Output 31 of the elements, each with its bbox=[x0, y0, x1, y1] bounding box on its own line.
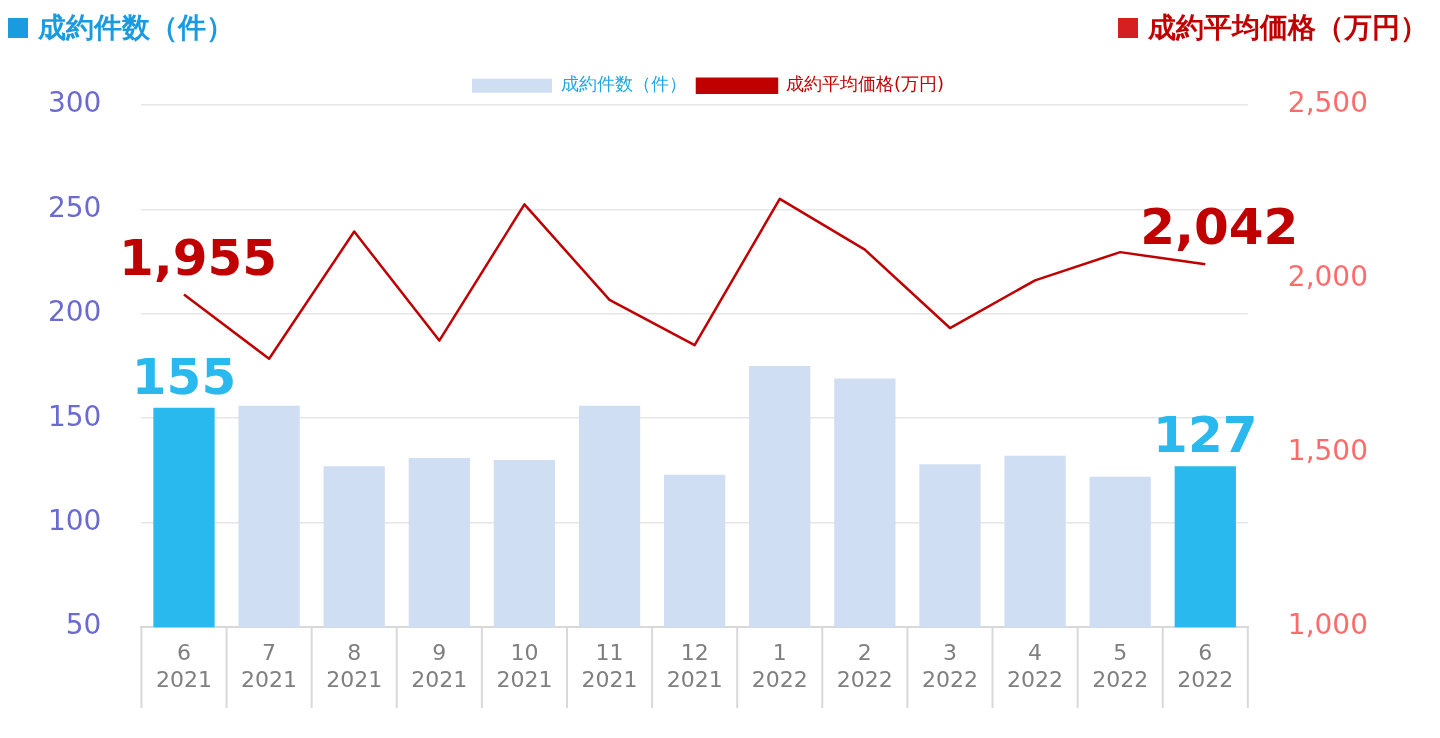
y2-axis-title: 成約平均価格（万円） bbox=[1148, 10, 1428, 46]
x-tick-label: 2 2022 bbox=[836, 640, 893, 692]
data-label: 127 bbox=[1153, 406, 1258, 465]
y-tick-label: 50 bbox=[65, 608, 102, 642]
x-tick-label: 1 2022 bbox=[751, 640, 808, 692]
y2-tick-label: 1,000 bbox=[1287, 608, 1369, 642]
x-tick-label: 3 2022 bbox=[921, 640, 978, 692]
legend-label: 成約平均価格(万円) bbox=[785, 73, 945, 95]
x-tick-label: 6 2021 bbox=[156, 640, 212, 692]
data-label: 2,042 bbox=[1140, 198, 1299, 257]
data-label: 1,955 bbox=[118, 228, 278, 287]
y-tick-label: 200 bbox=[47, 295, 102, 329]
y2-tick-label: 1,500 bbox=[1287, 434, 1369, 468]
y2-tick-label: 2,500 bbox=[1287, 86, 1369, 120]
y2-tick-label: 2,000 bbox=[1287, 260, 1369, 294]
x-tick-label: 6 2022 bbox=[1177, 640, 1234, 692]
x-tick-label: 12 2021 bbox=[666, 640, 723, 692]
y-tick-label: 100 bbox=[47, 504, 102, 537]
x-tick-label: 5 2022 bbox=[1092, 640, 1149, 692]
x-tick-label: 8 2021 bbox=[326, 640, 383, 692]
y-tick-label: 300 bbox=[47, 86, 102, 120]
y-tick-label: 250 bbox=[47, 190, 102, 224]
x-tick-label: 11 2021 bbox=[581, 640, 638, 692]
legend-label: 成約件数（件） bbox=[560, 73, 687, 95]
x-tick-label: 4 2022 bbox=[1007, 640, 1064, 692]
y-axis-title: 成約件数（件） bbox=[38, 10, 234, 46]
x-tick-label: 7 2021 bbox=[241, 640, 298, 692]
x-tick-label: 9 2021 bbox=[411, 640, 468, 692]
x-tick-label: 10 2021 bbox=[496, 640, 553, 692]
data-label: 155 bbox=[131, 347, 237, 406]
y-tick-label: 150 bbox=[47, 399, 102, 433]
